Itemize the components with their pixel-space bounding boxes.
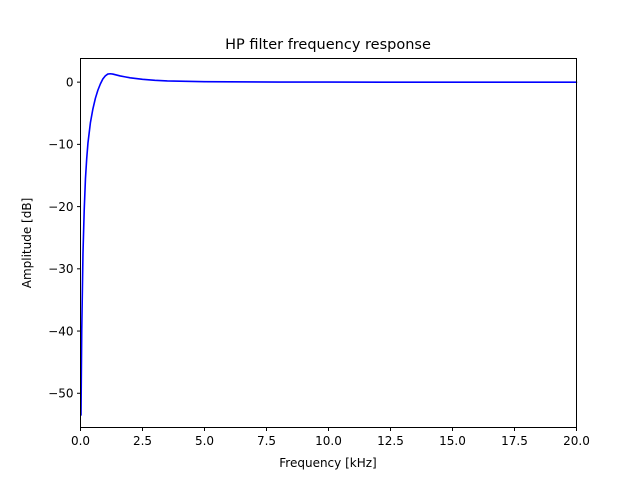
x-tick-label: 2.5 bbox=[133, 434, 152, 448]
x-tick-label: 10.0 bbox=[315, 434, 342, 448]
y-tick-label: −50 bbox=[48, 387, 73, 401]
plot-area-frame bbox=[80, 58, 577, 428]
x-tick-label: 17.5 bbox=[501, 434, 528, 448]
plot-series bbox=[80, 72, 578, 416]
x-tick-label: 0.0 bbox=[71, 434, 90, 448]
x-tick-label: 20.0 bbox=[563, 434, 590, 448]
y-tick-label: −30 bbox=[48, 262, 73, 276]
x-tick-label: 15.0 bbox=[439, 434, 466, 448]
x-tick-label: 7.5 bbox=[257, 434, 276, 448]
y-axis-label: Amplitude [dB] bbox=[20, 198, 34, 289]
chart-title: HP filter frequency response bbox=[225, 37, 431, 53]
y-axis-ticks: 0 −10 −20 −30 −40 −50 bbox=[48, 75, 81, 401]
y-tick-label: 0 bbox=[66, 75, 74, 89]
x-tick-label: 5.0 bbox=[195, 434, 214, 448]
x-axis-label: Frequency [kHz] bbox=[279, 456, 376, 470]
frequency-response-line bbox=[80, 72, 578, 416]
y-tick-label: −20 bbox=[48, 200, 73, 214]
x-axis-ticks: 0.0 2.5 5.0 7.5 10.0 12.5 15.0 17.5 20.0 bbox=[71, 427, 590, 448]
y-tick-label: −10 bbox=[48, 138, 73, 152]
y-tick-label: −40 bbox=[48, 324, 73, 338]
x-tick-label: 12.5 bbox=[377, 434, 404, 448]
